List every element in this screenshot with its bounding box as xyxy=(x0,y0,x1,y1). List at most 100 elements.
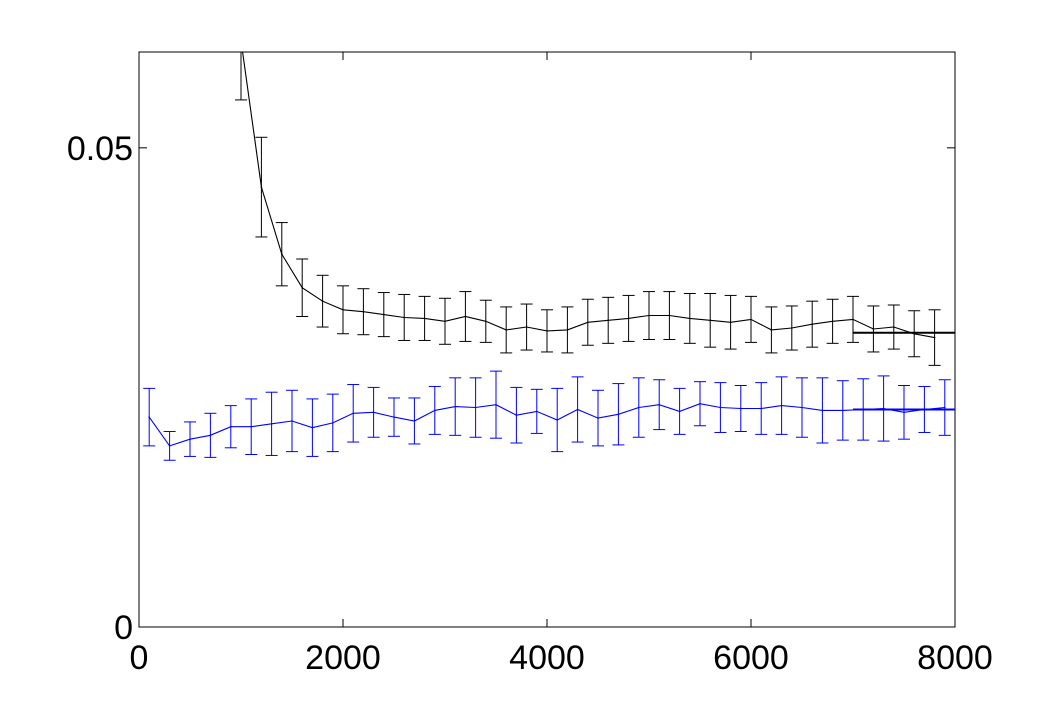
error-bar xyxy=(479,299,492,343)
error-bar xyxy=(796,377,808,438)
data-point xyxy=(842,409,844,412)
data-point xyxy=(250,425,252,428)
data-point xyxy=(801,406,803,409)
data-point xyxy=(668,314,671,317)
error-bar xyxy=(632,377,645,438)
error-bar xyxy=(184,421,196,457)
error-bar xyxy=(816,377,829,444)
data-point xyxy=(332,422,334,424)
data-point xyxy=(587,321,589,324)
data-point xyxy=(403,316,406,319)
error-bar xyxy=(224,405,237,449)
error-bar xyxy=(806,300,819,348)
error-bar xyxy=(704,293,717,348)
error-bar xyxy=(500,306,513,354)
error-bar xyxy=(306,398,319,457)
error-bar xyxy=(337,285,349,335)
error-bar xyxy=(622,294,635,342)
data-point xyxy=(281,253,283,256)
error-bar xyxy=(286,389,298,453)
data-point xyxy=(423,317,426,320)
data-point xyxy=(474,406,477,409)
y-tick-labels: 00.05 xyxy=(67,130,133,647)
error-bar xyxy=(938,379,951,436)
error-bar xyxy=(235,40,247,101)
data-point xyxy=(607,319,609,322)
data-point xyxy=(454,405,457,408)
data-point xyxy=(464,315,467,318)
data-point xyxy=(852,318,854,321)
data-point xyxy=(760,407,762,410)
error-bar xyxy=(530,388,543,434)
data-point xyxy=(872,328,875,330)
data-point xyxy=(434,409,436,412)
series-layer xyxy=(143,40,955,461)
error-bar xyxy=(714,382,727,433)
data-point xyxy=(780,404,783,407)
data-point xyxy=(383,313,385,316)
error-bar xyxy=(377,292,390,338)
data-point xyxy=(189,438,191,440)
error-bar xyxy=(245,398,258,455)
data-point xyxy=(750,318,752,321)
data-point xyxy=(240,40,242,42)
data-point xyxy=(617,413,620,416)
error-bar xyxy=(612,383,625,446)
error-bar xyxy=(571,376,584,443)
x-tick-label: 0 xyxy=(130,639,149,677)
error-bar xyxy=(541,309,553,353)
data-point xyxy=(321,300,324,302)
data-point xyxy=(505,329,508,331)
data-point xyxy=(944,406,946,409)
error-bar xyxy=(724,294,737,350)
error-bar xyxy=(449,377,462,436)
data-point xyxy=(678,410,681,413)
error-bar xyxy=(581,298,594,346)
error-bar xyxy=(265,391,278,456)
error-bar xyxy=(561,306,574,354)
error-bar xyxy=(847,295,859,343)
data-point xyxy=(821,409,824,412)
data-point xyxy=(515,414,518,417)
error-bar xyxy=(388,397,400,437)
error-bar xyxy=(418,295,431,341)
x-tick-label: 6000 xyxy=(713,639,789,677)
error-bar xyxy=(683,293,696,344)
data-point xyxy=(831,320,834,323)
error-bar xyxy=(143,387,156,447)
data-point xyxy=(566,329,569,331)
error-bar xyxy=(408,397,421,445)
data-point xyxy=(393,416,395,418)
error-bar xyxy=(275,222,288,287)
error-bar xyxy=(296,258,309,317)
data-point xyxy=(148,416,150,418)
error-bar xyxy=(785,305,798,351)
error-bar xyxy=(673,387,686,435)
data-point xyxy=(342,308,344,311)
error-bar xyxy=(765,306,778,354)
error-bar xyxy=(592,389,604,447)
error-bar xyxy=(439,297,451,345)
series-1 xyxy=(143,370,955,461)
data-point xyxy=(291,420,293,422)
series-0 xyxy=(235,40,955,366)
error-bar xyxy=(745,295,757,343)
error-bar xyxy=(602,296,615,344)
error-bar xyxy=(755,382,768,435)
data-point xyxy=(648,314,650,317)
data-point xyxy=(209,434,212,437)
data-point xyxy=(791,327,793,329)
error-bar xyxy=(316,274,329,328)
data-point xyxy=(811,323,813,325)
data-point xyxy=(556,419,558,421)
x-tick-label: 2000 xyxy=(305,639,381,677)
error-bar xyxy=(826,298,839,344)
error-bar xyxy=(551,387,564,453)
y-tick-label: 0 xyxy=(114,609,133,647)
error-bar xyxy=(510,386,523,444)
data-point xyxy=(627,317,630,320)
data-point xyxy=(495,403,497,406)
data-point xyxy=(597,417,599,419)
x-tick-label: 4000 xyxy=(509,639,585,677)
data-point xyxy=(536,410,538,413)
